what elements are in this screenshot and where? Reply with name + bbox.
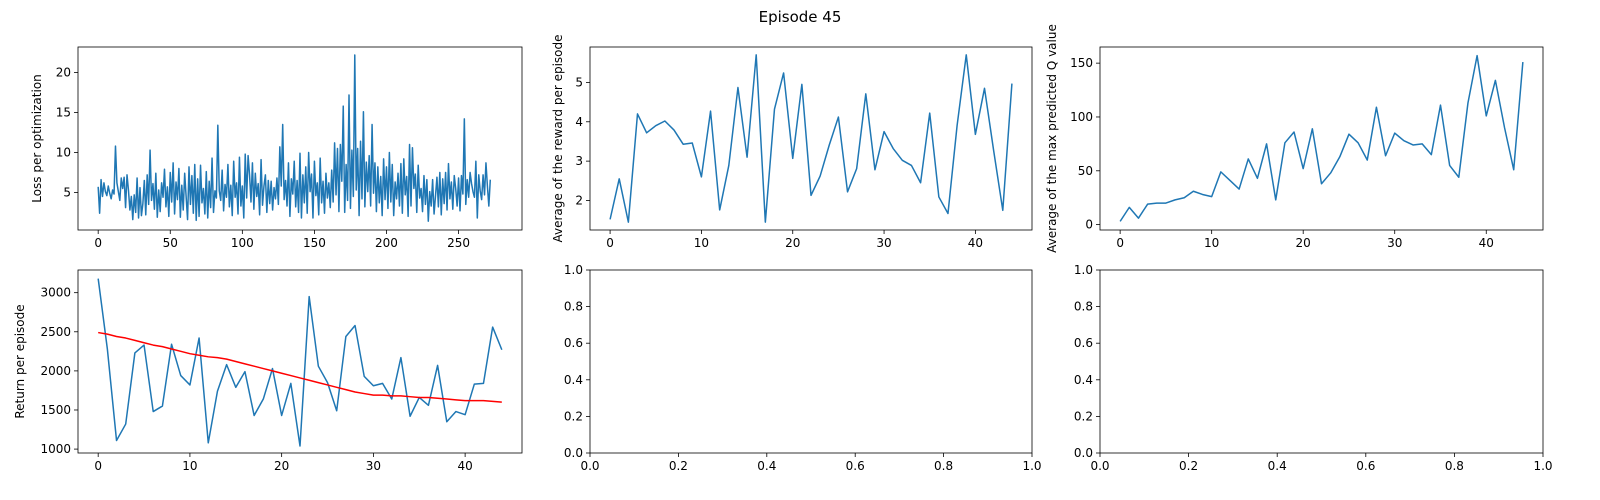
y-tick-label: 150 [1070,56,1093,70]
axes-frame [589,46,1033,231]
y-tick-label: 4 [575,115,583,129]
y-tick-label: 0.8 [1074,300,1093,314]
empty-chart-1: 0.0 0.2 0.4 0.6 0.8 1.0 0.0 0.2 0.4 0.6 0.8 1.0 [564,263,1042,473]
loss-chart: 0 50 100 150 200 250 5 10 15 20 Loss per optimizat… [30,46,523,250]
series-line-1 [609,54,1013,223]
x-tick-label: 200 [375,236,398,250]
axes-frame [1099,269,1544,454]
x-tick-label: 0.2 [1179,459,1198,473]
y-axis-label: Loss per optimization [30,74,44,203]
y-tick-label: 0.4 [1074,373,1093,387]
y-tick-label: 50 [1078,164,1093,178]
y-axis-label: Return per episode [13,304,27,418]
y-tick-label: 0.4 [564,373,583,387]
y-tick-label: 5 [63,185,71,199]
q-value-chart: 0 10 20 30 40 0 50 100 150 Average of the max pre… [1045,24,1544,253]
reward-chart: 0 10 20 30 40 2 3 4 5 Average of the reward per e… [551,34,1033,250]
x-tick-label: 30 [876,236,891,250]
x-tick-label: 0 [94,459,102,473]
x-tick-label: 150 [303,236,326,250]
y-tick-label: 0.6 [564,336,583,350]
axes-frame [1099,46,1544,231]
x-tick-label: 20 [785,236,800,250]
x-tick-label: 0.6 [846,459,865,473]
y-tick-label: 1.0 [564,263,583,277]
series-line-2 [98,331,502,403]
y-tick-label: 0.8 [564,300,583,314]
x-tick-label: 50 [163,236,178,250]
y-tick-label: 3 [575,154,583,168]
x-tick-label: 1.0 [1022,459,1041,473]
x-tick-label: 40 [1479,236,1494,250]
series-line-1 [1119,54,1524,222]
x-tick-label: 20 [274,459,289,473]
x-tick-label: 0 [606,236,614,250]
return-chart: 0 10 20 30 40 1000 1500 2000 2500 3000 Return per … [13,269,523,473]
x-tick-label: 0.8 [934,459,953,473]
x-tick-label: 100 [231,236,254,250]
figure-title: Episode 45 [758,8,842,26]
y-tick-label: 2500 [40,325,71,339]
x-tick-label: 0 [1116,236,1124,250]
axes-frame [77,269,523,454]
axes-frame [589,269,1033,454]
x-tick-label: 40 [968,236,983,250]
y-tick-label: 5 [575,75,583,89]
y-tick-label: 100 [1070,110,1093,124]
y-tick-label: 1000 [40,442,71,456]
y-tick-label: 0.0 [1074,446,1093,460]
y-axis-label: Average of the reward per episode [551,34,565,242]
y-tick-label: 3000 [40,286,71,300]
x-tick-label: 10 [182,459,197,473]
x-tick-label: 0.6 [1356,459,1375,473]
x-tick-label: 30 [366,459,381,473]
x-tick-label: 0.2 [669,459,688,473]
y-tick-label: 2 [575,193,583,207]
y-tick-label: 1.0 [1074,263,1093,277]
y-tick-label: 0.2 [1074,409,1093,423]
series-line-1 [97,278,503,447]
y-axis-label: Average of the max predicted Q value [1045,24,1059,253]
x-tick-label: 0.0 [1090,459,1109,473]
x-tick-label: 0.4 [757,459,776,473]
x-tick-label: 0 [94,236,102,250]
empty-chart-2: 0.0 0.2 0.4 0.6 0.8 1.0 0.0 0.2 0.4 0.6 0.8 1.0 [1074,263,1553,473]
x-tick-label: 0.0 [580,459,599,473]
y-tick-label: 0.6 [1074,336,1093,350]
y-tick-label: 1500 [40,403,71,417]
y-tick-label: 10 [56,145,71,159]
y-tick-label: 20 [56,66,71,80]
y-tick-label: 15 [56,106,71,120]
x-tick-label: 40 [457,459,472,473]
axes-frame [77,46,523,231]
y-tick-label: 0.0 [564,446,583,460]
series-line-1 [97,54,492,222]
x-tick-label: 0.4 [1268,459,1287,473]
x-tick-label: 1.0 [1533,459,1552,473]
y-tick-label: 0 [1085,218,1093,232]
x-tick-label: 30 [1387,236,1402,250]
y-tick-label: 2000 [40,364,71,378]
x-tick-label: 250 [447,236,470,250]
x-tick-label: 20 [1296,236,1311,250]
x-tick-label: 10 [694,236,709,250]
y-tick-label: 0.2 [564,409,583,423]
x-tick-label: 10 [1204,236,1219,250]
x-tick-label: 0.8 [1445,459,1464,473]
